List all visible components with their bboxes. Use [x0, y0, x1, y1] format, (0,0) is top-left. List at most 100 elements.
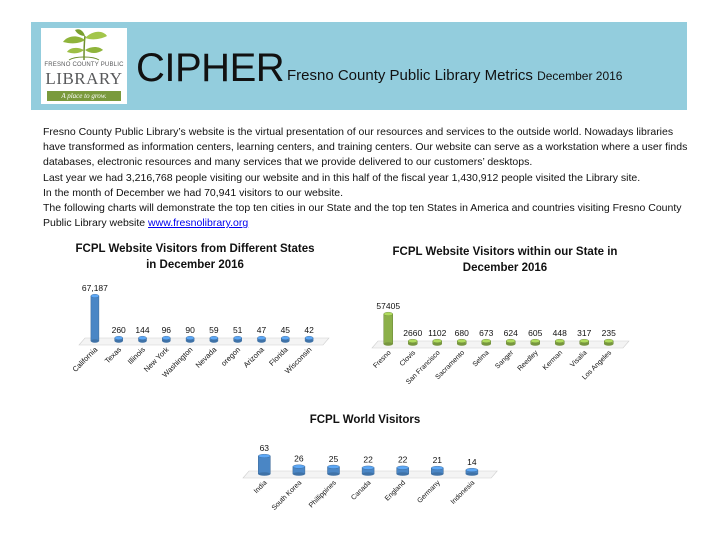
chart-1-value-label-9: 235	[602, 328, 616, 338]
chart-1-bar-base-0	[383, 342, 393, 346]
chart-2-value-label-0: 63	[260, 443, 270, 453]
chart-0-value-label-4: 90	[185, 325, 195, 335]
chart-0-bar-top-5	[209, 336, 219, 341]
chart-2-bar-top-6	[465, 468, 479, 473]
chart-1-bar-top-6	[530, 339, 540, 344]
chart-0-bar-0	[90, 295, 100, 342]
chart-2-bar-top-5	[431, 466, 444, 471]
chart-0-bar-top-9	[304, 336, 314, 341]
chart-0-category-label-0: California	[71, 344, 100, 373]
chart-1-bar-top-2	[432, 339, 442, 344]
chart-1-bar-top-9	[604, 339, 614, 344]
chart-2-bar-base-0	[258, 472, 271, 476]
intro-text: Fresno County Public Library’s website i…	[43, 125, 693, 231]
chart-0-bar-base-8	[281, 339, 290, 343]
chart-2-category-label-6: Indonesia	[450, 479, 476, 505]
chart-2-bar-base-4	[396, 472, 409, 476]
chart-1-category-label-0: Fresno	[372, 349, 392, 369]
chart-1-bar-top-7	[555, 339, 565, 344]
chart-1-bar-base-8	[579, 342, 589, 346]
logo-line1: FRESNO COUNTY PUBLIC	[44, 62, 124, 68]
chart-2-bar-top-0	[258, 454, 271, 459]
chart-1-category-label-4: Selma	[472, 349, 491, 368]
subtitle-text: Fresno County Public Library Metrics	[287, 67, 533, 84]
chart-0-category-label-2: Illinois	[126, 345, 147, 366]
intro-paragraph-1: Fresno County Public Library’s website i…	[43, 126, 688, 169]
chart-0-bar-top-4	[185, 336, 195, 341]
chart-0-bar-base-2	[138, 339, 147, 343]
chart-1-value-label-3: 680	[455, 328, 469, 338]
chart-1-bar-base-7	[555, 342, 565, 346]
chart-2-bar-top-4	[396, 465, 409, 470]
chart-2-category-label-4: England	[384, 479, 407, 502]
page-title: CIPHER	[136, 46, 285, 90]
chart-2-category-label-2: Phillippines	[308, 479, 338, 509]
chart-1-value-label-5: 624	[504, 328, 518, 338]
chart-0-bar-base-4	[186, 339, 195, 343]
chart-0-value-label-8: 45	[281, 325, 291, 335]
chart-1-bar-base-9	[604, 342, 614, 346]
world-chart-title: FCPL World Visitors	[309, 414, 421, 426]
chart-2-value-label-5: 21	[433, 455, 443, 465]
leaf-icon	[63, 29, 107, 61]
chart-1-bar-top-3	[457, 339, 467, 344]
chart-1-bar-base-6	[530, 342, 540, 346]
chart-0-value-label-0: 67,187	[82, 283, 108, 293]
chart-1-bar-top-5	[506, 339, 516, 344]
chart-1-bar-base-5	[506, 342, 516, 346]
cities-chart-title: FCPL Website Visitors within our State i…	[392, 246, 618, 274]
chart-0-value-label-1: 260	[112, 325, 126, 335]
chart-1-bar-top-4	[481, 339, 491, 344]
chart-1-bar-top-1	[408, 339, 418, 344]
intro-paragraph-3: In the month of December we had 70,941 v…	[43, 186, 343, 199]
chart-0-bar-top-1	[114, 336, 123, 341]
chart-0-bar-top-8	[281, 336, 290, 341]
chart-1-category-label-1: Clovis	[399, 349, 418, 368]
chart-2-category-label-5: Germany	[416, 479, 442, 505]
chart-0-category-label-7: Arizona	[242, 344, 267, 369]
chart-1-value-label-6: 605	[528, 328, 542, 338]
chart-2-value-label-3: 22	[363, 455, 373, 465]
chart-0-category-label-1: Texas	[103, 345, 123, 365]
chart-0-bar-base-5	[209, 339, 218, 343]
intro-paragraph-4: The following charts will demonstrate th…	[43, 201, 693, 231]
chart-2-bar-base-3	[362, 472, 375, 476]
chart-1-value-label-1: 2660	[403, 328, 422, 338]
chart-1-value-label-0: 57405	[376, 301, 400, 311]
chart-0-bar-top-7	[257, 336, 266, 341]
chart-0-bar-base-7	[257, 339, 266, 343]
chart-0-value-label-5: 59	[209, 325, 219, 335]
chart-2-bar-0	[258, 455, 271, 475]
intro-paragraph-2: Last year we had 3,216,768 people visiti…	[43, 171, 641, 184]
chart-2-bar-base-2	[327, 472, 340, 476]
chart-1-value-label-7: 448	[553, 328, 567, 338]
chart-0-value-label-6: 51	[233, 325, 243, 335]
chart-0-value-label-9: 42	[304, 325, 314, 335]
chart-2-value-label-1: 26	[294, 454, 304, 464]
chart-0-value-label-2: 144	[135, 325, 149, 335]
chart-1-bar-0	[383, 313, 393, 345]
chart-0-bar-top-3	[162, 336, 171, 341]
chart-1-value-label-8: 317	[577, 328, 591, 338]
chart-0-bar-base-6	[233, 339, 242, 343]
chart-0-bar-top-0	[90, 294, 100, 299]
website-link[interactable]: www.fresnolibrary.org	[148, 217, 249, 230]
chart-2-bar-base-6	[465, 472, 478, 476]
chart-2-category-label-3: Canada	[350, 479, 372, 501]
chart-0-bar-top-2	[138, 336, 147, 341]
chart-1-bar-top-0	[383, 312, 393, 317]
subtitle-month: December 2016	[537, 69, 623, 83]
states-chart-title: FCPL Website Visitors from Different Sta…	[75, 243, 315, 271]
chart-0-category-label-6: oregon	[219, 345, 242, 368]
chart-1-category-label-7: Kerman	[542, 349, 564, 371]
chart-0-value-label-7: 47	[257, 325, 267, 335]
chart-2-bar-base-1	[292, 472, 305, 476]
logo-line2: LIBRARY	[45, 69, 123, 88]
chart-1-category-label-5: Sanger	[494, 349, 515, 370]
chart-0-bar-top-6	[233, 336, 242, 341]
chart-2-value-label-6: 14	[467, 457, 477, 467]
chart-1-value-label-4: 673	[479, 328, 493, 338]
chart-2-bar-top-1	[292, 464, 306, 469]
chart-0-bar-base-3	[162, 339, 171, 343]
